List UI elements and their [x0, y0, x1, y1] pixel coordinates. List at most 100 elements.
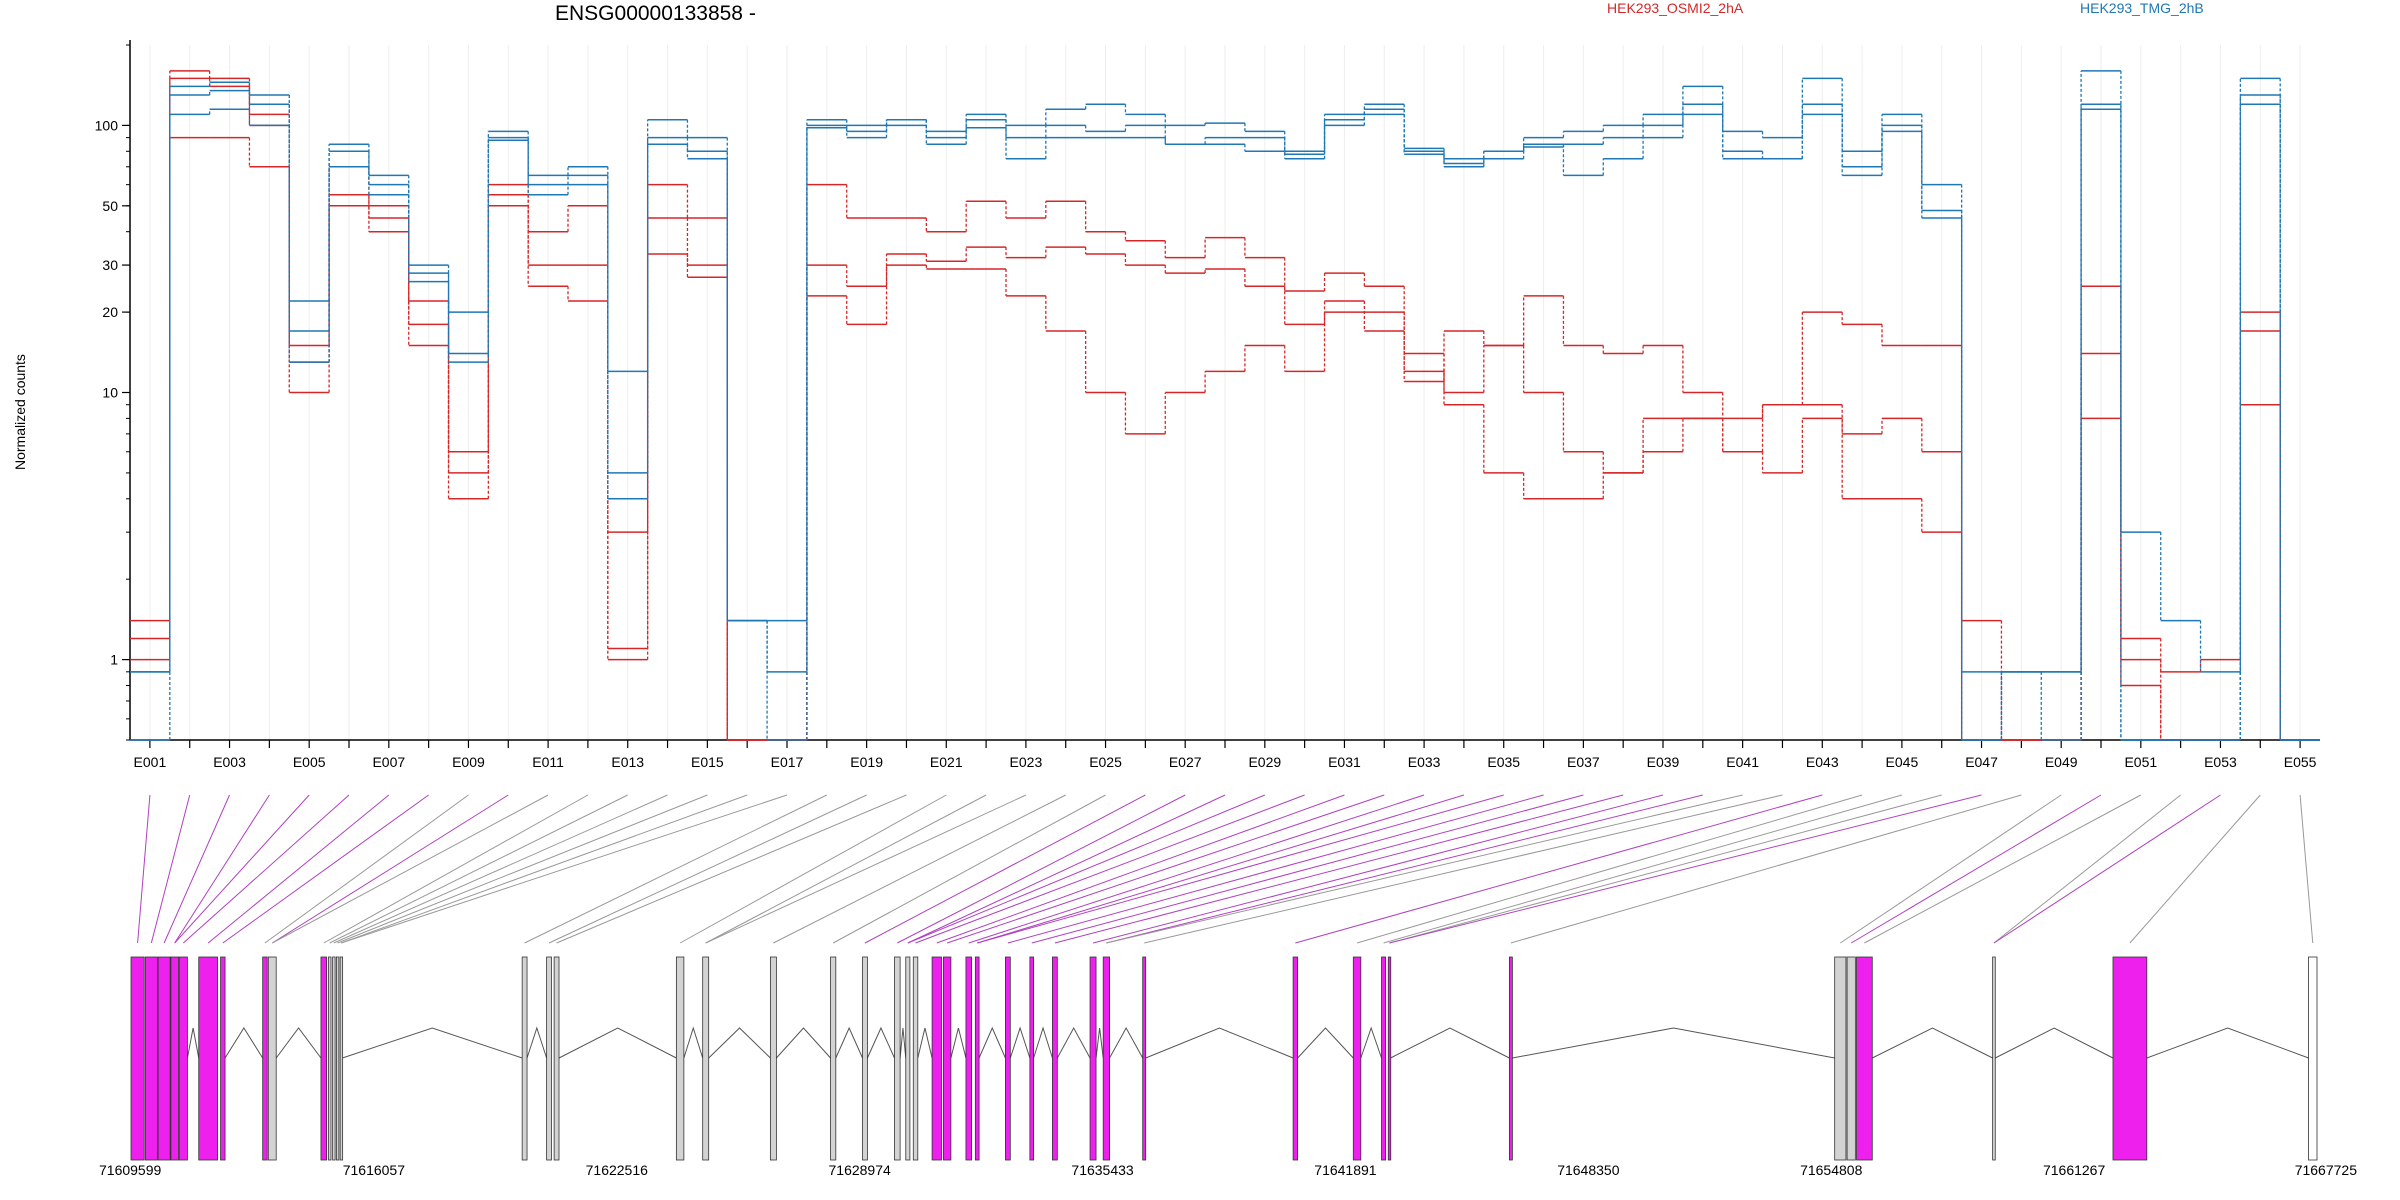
gene-model	[130, 956, 2318, 1161]
y-tick-label: 50	[102, 198, 118, 214]
exon-connector	[207, 794, 390, 944]
intron-line	[342, 1027, 523, 1059]
exon-block	[931, 956, 942, 1161]
x-tick-label: E015	[691, 754, 724, 770]
exon-block	[1508, 956, 1513, 1161]
x-tick-label: E025	[1089, 754, 1122, 770]
exon-block	[974, 956, 980, 1161]
intron-line	[186, 1027, 200, 1059]
exon-connector	[329, 794, 628, 944]
coordinate-label: 71635433	[1071, 1162, 1134, 1178]
exon-connector	[2299, 794, 2314, 944]
intron-line	[558, 1027, 677, 1059]
x-tick-label: E053	[2204, 754, 2237, 770]
intron-line	[899, 1027, 907, 1059]
exon-connector	[1993, 794, 2221, 944]
x-tick-label: E049	[2045, 754, 2078, 770]
exon-block	[2308, 956, 2318, 1161]
intron-line	[1297, 1027, 1354, 1059]
intron-line	[1009, 1026, 1031, 1059]
exon-block	[332, 956, 336, 1161]
exon-connector	[968, 794, 1425, 944]
exon-connector	[897, 794, 1186, 944]
exon-connector	[1389, 794, 1942, 944]
x-tick-label: E045	[1886, 754, 1919, 770]
exon-connector	[137, 794, 151, 944]
exon-connector	[174, 794, 270, 944]
exon-connector	[1106, 794, 1743, 944]
y-tick-label: 10	[102, 385, 118, 401]
x-tick-label: E031	[1328, 754, 1361, 770]
exon-connector	[272, 794, 549, 944]
x-tick-label: E011	[532, 754, 564, 770]
intron-line	[224, 1027, 264, 1059]
exon-connector	[977, 794, 1465, 944]
intron-line	[866, 1026, 895, 1059]
exon-block	[198, 956, 218, 1161]
x-tick-label: E019	[850, 754, 883, 770]
exon-connector	[1092, 794, 1664, 944]
exon-block	[339, 956, 344, 1161]
exon-block	[144, 956, 158, 1161]
intron-line	[1390, 1027, 1510, 1059]
intron-line	[776, 1027, 831, 1059]
intron-line	[683, 1026, 704, 1059]
exon-connector	[1007, 794, 1544, 944]
exon-connector	[936, 794, 1345, 944]
exon-connector	[163, 794, 231, 944]
exon-connector	[182, 794, 350, 944]
legend-entry-tmg: HEK293_TMG_2hB	[2080, 0, 2204, 16]
exon-block	[178, 956, 188, 1161]
intron-line	[1512, 1027, 1835, 1059]
exon-connector	[556, 794, 907, 944]
coordinate-label: 71628974	[829, 1162, 892, 1178]
x-tick-label: E041	[1726, 754, 1759, 770]
exon-block	[1846, 956, 1856, 1161]
x-tick-label: E033	[1408, 754, 1441, 770]
chart-title: ENSG00000133858 -	[555, 2, 756, 25]
exon-block	[1029, 956, 1035, 1161]
intron-line	[1872, 1027, 1993, 1059]
exon-block	[1352, 956, 1362, 1161]
vertical-grid	[149, 45, 2301, 740]
y-tick-label: 30	[102, 257, 118, 273]
x-tick-label: E039	[1647, 754, 1680, 770]
exon-connector	[1510, 794, 2022, 944]
intron-line	[526, 1026, 548, 1059]
intron-line	[917, 1027, 933, 1059]
intron-line	[275, 1027, 322, 1059]
coordinate-label: 71641891	[1314, 1162, 1377, 1178]
exon-block	[335, 956, 340, 1161]
intron-line	[1145, 1027, 1294, 1059]
exon-connector	[1864, 794, 2142, 944]
exon-block	[702, 956, 710, 1161]
coordinate-label: 71616057	[343, 1162, 406, 1178]
exon-connector	[705, 794, 987, 944]
exon-connector	[337, 794, 708, 944]
coordinate-label: 71654808	[1800, 1162, 1863, 1178]
legend-entry-osmi2: HEK293_OSMI2_2hA	[1607, 0, 1744, 16]
coordinate-label: 71648350	[1557, 1162, 1620, 1178]
exon-connector	[832, 794, 1106, 944]
intron-line	[1056, 1026, 1091, 1059]
exon-connector	[1993, 794, 2181, 944]
exon-connector	[1295, 794, 1823, 944]
exon-block	[1089, 956, 1097, 1161]
x-tick-label: E003	[213, 754, 246, 770]
exon-block	[894, 956, 901, 1161]
intron-line	[2146, 1027, 2309, 1059]
exon-block	[862, 956, 868, 1161]
series-6	[130, 103, 2320, 741]
exon-connector	[341, 794, 748, 944]
exon-connector	[333, 794, 668, 944]
exon-block	[1292, 956, 1299, 1161]
exon-connector	[1356, 794, 1863, 944]
exon-block	[912, 956, 919, 1161]
exon-block	[267, 956, 277, 1161]
x-tick-label: E043	[1806, 754, 1839, 770]
intron-line	[950, 1027, 967, 1059]
exon-block	[553, 956, 560, 1161]
exon-connector	[864, 794, 1146, 944]
exon-connector	[222, 794, 429, 944]
exon-connector	[323, 794, 589, 944]
